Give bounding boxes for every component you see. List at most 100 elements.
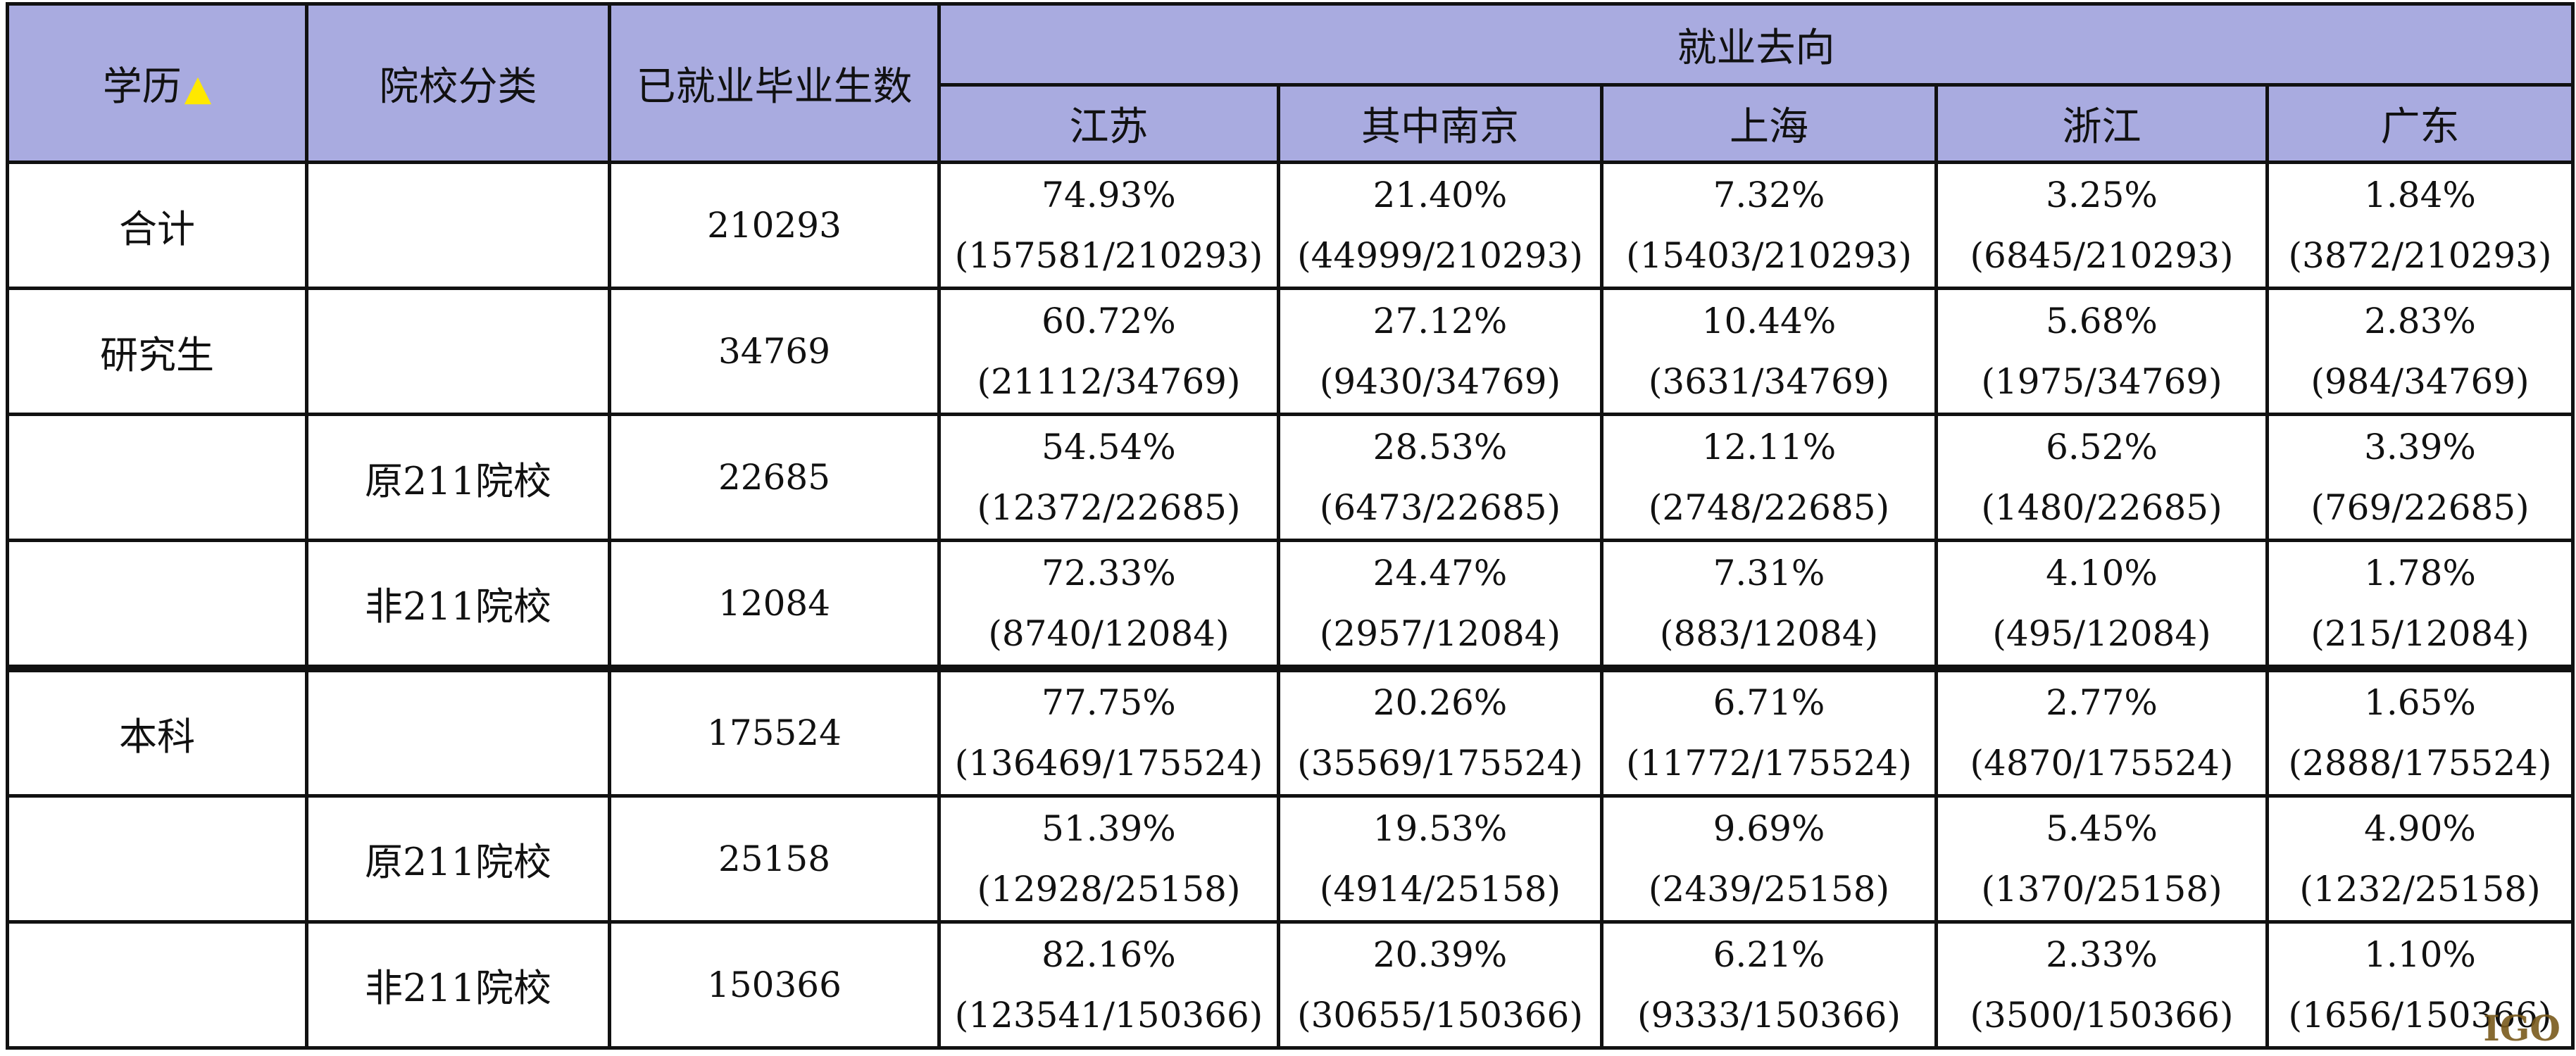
cell-destination: 5.68% (1975/34769) — [1934, 287, 2269, 417]
cell-percentage: 1.10% — [2364, 934, 2476, 975]
cell-percentage: 82.16% — [1042, 934, 1176, 975]
cell-employed-count: 210293 — [608, 160, 941, 291]
cell-ratio: (1480/22685) — [1981, 487, 2222, 529]
cell-destination: 7.31% (883/12084) — [1600, 539, 1938, 670]
cell-destination: 4.10% (495/12084) — [1934, 539, 2269, 670]
cell-percentage: 1.78% — [2364, 552, 2476, 593]
cell-ratio: (157581/210293) — [954, 235, 1263, 277]
cell-employed-count: 34769 — [608, 287, 941, 417]
cell-percentage: 28.53% — [1373, 427, 1508, 468]
cell-education — [6, 539, 308, 670]
cell-employed-count: 22685 — [608, 413, 941, 543]
cell-ratio: (136469/175524) — [954, 743, 1263, 784]
cell-ratio: (8740/12084) — [988, 612, 1230, 654]
cell-destination: 77.75% (136469/175524) — [937, 664, 1280, 798]
cell-percentage: 5.45% — [2046, 807, 2158, 849]
sort-triangle-icon[interactable]: ▲ — [184, 67, 212, 108]
cell-ratio: (1656/150366) — [2288, 994, 2552, 1036]
cell-percentage: 1.65% — [2364, 682, 2476, 724]
cell-ratio: (2439/25158) — [1648, 868, 1890, 910]
table-body: 合计 210293 74.93% (157581/210293) 21.40% (4499… — [6, 160, 2575, 1050]
cell-percentage: 1.84% — [2364, 175, 2476, 216]
cell-destination: 82.16% (123541/150366) — [937, 919, 1280, 1050]
cell-destination: 74.93% (157581/210293) — [937, 160, 1280, 291]
cell-percentage: 27.12% — [1373, 301, 1508, 342]
cell-destination: 72.33% (8740/12084) — [937, 539, 1280, 670]
cell-percentage: 6.52% — [2046, 427, 2158, 468]
cell-school-type: 原211院校 — [305, 413, 611, 543]
cell-school-type: 原211院校 — [305, 793, 611, 924]
cell-employed-count: 175524 — [608, 664, 941, 798]
cell-percentage: 12.11% — [1701, 427, 1837, 468]
cell-percentage: 7.31% — [1713, 552, 1825, 593]
cell-school-type — [305, 664, 611, 798]
cell-percentage: 21.40% — [1373, 175, 1508, 216]
cell-destination: 6.52% (1480/22685) — [1934, 413, 2269, 543]
watermark-logo: IGO — [2483, 1007, 2561, 1049]
cell-percentage: 60.72% — [1042, 301, 1176, 342]
cell-ratio: (12372/22685) — [977, 487, 1241, 529]
cell-ratio: (4870/175524) — [1970, 743, 2234, 784]
cell-percentage: 2.33% — [2046, 934, 2158, 975]
header-education-label: 学历 — [102, 63, 182, 110]
cell-ratio: (3500/150366) — [1970, 994, 2234, 1036]
cell-school-type: 非211院校 — [305, 539, 611, 670]
cell-ratio: (495/12084) — [1992, 612, 2211, 654]
cell-destination: 51.39% (12928/25158) — [937, 793, 1280, 924]
table-row: 原211院校 22685 54.54% (12372/22685) 28.53% (647… — [6, 413, 2575, 543]
cell-destination: 19.53% (4914/25158) — [1277, 793, 1603, 924]
header-school-type: 院校分类 — [305, 2, 611, 164]
cell-ratio: (30655/150366) — [1297, 994, 1583, 1036]
employment-destination-table: 学历▲ 院校分类 已就业毕业生数 就业去向 江苏 其中南京 上海 浙江 广东 合… — [6, 2, 2575, 1050]
cell-employed-count: 25158 — [608, 793, 941, 924]
cell-ratio: (769/22685) — [2311, 487, 2530, 529]
cell-destination: 5.45% (1370/25158) — [1934, 793, 2269, 924]
cell-destination: 20.26% (35569/175524) — [1277, 664, 1603, 798]
cell-percentage: 7.32% — [1713, 175, 1825, 216]
cell-percentage: 5.68% — [2046, 301, 2158, 342]
cell-percentage: 4.10% — [2046, 552, 2158, 593]
cell-destination: 3.25% (6845/210293) — [1934, 160, 2269, 291]
cell-destination: 24.47% (2957/12084) — [1277, 539, 1603, 670]
cell-ratio: (3872/210293) — [2288, 235, 2552, 277]
cell-percentage: 6.71% — [1713, 682, 1825, 724]
cell-ratio: (1232/25158) — [2299, 868, 2541, 910]
cell-education — [6, 413, 308, 543]
cell-percentage: 72.33% — [1042, 552, 1176, 593]
cell-ratio: (4914/25158) — [1319, 868, 1561, 910]
cell-destination: 1.65% (2888/175524) — [2265, 664, 2575, 798]
cell-ratio: (12928/25158) — [977, 868, 1241, 910]
cell-school-type — [305, 160, 611, 291]
cell-destination: 1.84% (3872/210293) — [2265, 160, 2575, 291]
cell-destination: 2.33% (3500/150366) — [1934, 919, 2269, 1050]
cell-destination: 6.71% (11772/175524) — [1600, 664, 1938, 798]
table-row: 非211院校 150366 82.16% (123541/150366) 20.39% (… — [6, 919, 2575, 1050]
cell-percentage: 54.54% — [1042, 427, 1176, 468]
cell-ratio: (9430/34769) — [1319, 361, 1561, 403]
header-employed-count: 已就业毕业生数 — [608, 2, 941, 164]
table-row: 合计 210293 74.93% (157581/210293) 21.40% (4499… — [6, 160, 2575, 291]
cell-education: 本科 — [6, 664, 308, 798]
cell-percentage: 4.90% — [2364, 807, 2476, 849]
cell-ratio: (21112/34769) — [977, 361, 1241, 403]
cell-ratio: (11772/175524) — [1626, 743, 1912, 784]
cell-employed-count: 150366 — [608, 919, 941, 1050]
header-destination-jiangsu: 江苏 — [937, 83, 1280, 164]
cell-ratio: (883/12084) — [1659, 612, 1879, 654]
cell-destination: 1.10% (1656/150366) — [2265, 919, 2575, 1050]
cell-percentage: 24.47% — [1373, 552, 1508, 593]
header-education[interactable]: 学历▲ — [6, 2, 308, 164]
cell-ratio: (123541/150366) — [954, 994, 1263, 1036]
cell-percentage: 20.26% — [1373, 682, 1508, 724]
cell-destination: 27.12% (9430/34769) — [1277, 287, 1603, 417]
cell-education — [6, 793, 308, 924]
cell-ratio: (6845/210293) — [1970, 235, 2234, 277]
cell-ratio: (2957/12084) — [1319, 612, 1561, 654]
cell-destination: 6.21% (9333/150366) — [1600, 919, 1938, 1050]
table-row: 原211院校 25158 51.39% (12928/25158) 19.53% (491… — [6, 793, 2575, 924]
cell-percentage: 51.39% — [1042, 807, 1176, 849]
cell-ratio: (1975/34769) — [1981, 361, 2222, 403]
cell-percentage: 19.53% — [1373, 807, 1508, 849]
cell-destination: 4.90% (1232/25158) — [2265, 793, 2575, 924]
